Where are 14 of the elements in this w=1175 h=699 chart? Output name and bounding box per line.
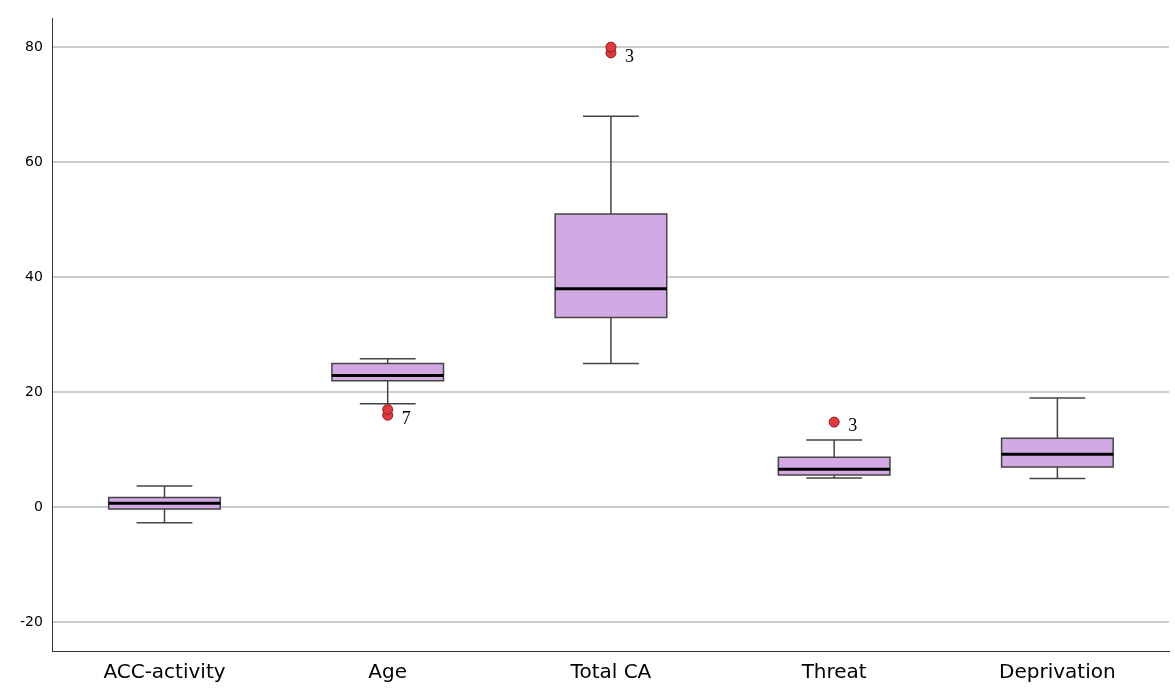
x-tick-label: Deprivation: [999, 659, 1116, 684]
y-tick-label: 80: [25, 37, 43, 54]
y-tick-label: -20: [19, 612, 43, 629]
x-tick-label: Total CA: [569, 659, 652, 684]
y-tick-label: 0: [33, 497, 43, 514]
y-tick-label: 40: [25, 267, 43, 284]
x-tick-label: ACC-activity: [103, 659, 226, 684]
x-tick-label: Threat: [800, 659, 867, 684]
annotation: 3: [848, 414, 858, 435]
y-tick-label: 60: [25, 152, 43, 169]
y-tick-label: 20: [25, 382, 43, 399]
annotation: 7: [401, 407, 411, 428]
annotation: 3: [624, 45, 634, 66]
x-tick-label: Age: [368, 659, 408, 684]
